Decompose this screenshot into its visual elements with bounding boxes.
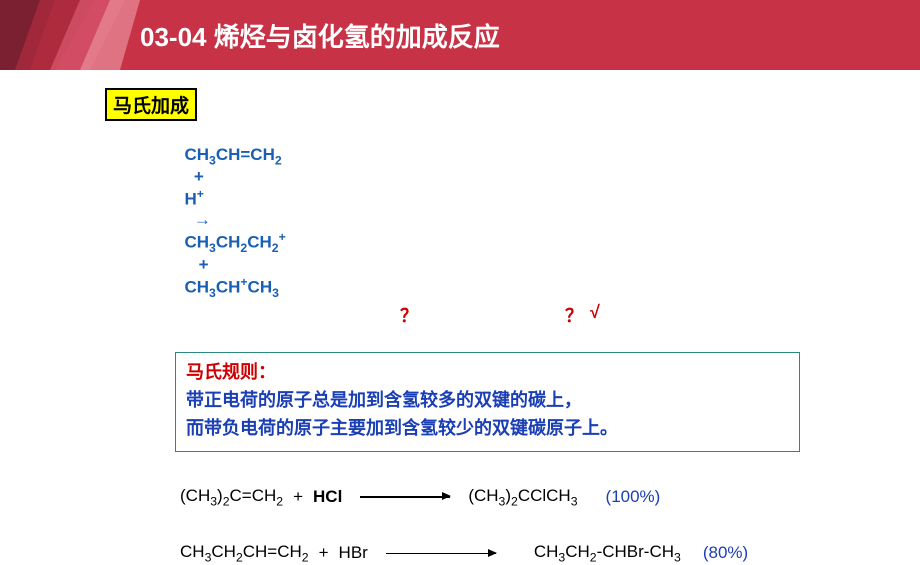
question-mark-2: ？ xyxy=(565,302,583,328)
eq2-hcl: HCl xyxy=(313,487,342,507)
question-mark-1: ？ xyxy=(400,302,418,328)
check-mark: √ xyxy=(590,302,600,323)
eq3-plus: + xyxy=(319,543,329,563)
eq3-rhs: CH3CH2-CHBr-CH3 xyxy=(534,542,681,564)
subtitle-badge: 马氏加成 xyxy=(105,88,197,121)
eq1-plus2: + xyxy=(184,255,222,275)
eq1-reactant1: CH3CH=CH2 xyxy=(184,145,281,167)
equation-1: CH3CH=CH2 + H+ → CH3CH2CH2+ + CH3CH+CH3 xyxy=(175,125,920,300)
eq2-lhs: (CH3)2C=CH2 xyxy=(180,486,283,508)
question-marks-row: ？ ？ √ xyxy=(175,302,920,324)
eq1-arrow: → xyxy=(184,210,220,230)
eq2-yield: (100%) xyxy=(606,487,661,507)
slide-title: 03-04 烯烃与卤化氢的加成反应 xyxy=(140,17,500,54)
rule-line1: 带正电荷的原子总是加到含氢较多的双键的碳上， xyxy=(186,390,582,410)
eq1-reactant2: H+ xyxy=(184,187,203,210)
slide-header: 03-04 烯烃与卤化氢的加成反应 xyxy=(0,0,920,70)
eq3-lhs: CH3CH2CH=CH2 xyxy=(180,542,309,564)
eq2-rhs: (CH3)2CClCH3 xyxy=(468,486,577,508)
equation-2: (CH3)2C=CH2 + HCl (CH3)2CClCH3 (100%) xyxy=(180,486,920,508)
eq1-plus1: + xyxy=(184,167,213,187)
rule-title: 马氏规则： xyxy=(186,362,276,382)
header-decoration xyxy=(0,0,140,70)
eq1-product1: CH3CH2CH2+ xyxy=(184,230,285,255)
subtitle-container: 马氏加成 xyxy=(105,88,920,121)
equation-3: CH3CH2CH=CH2 + HBr CH3CH2-CHBr-CH3 (80%) xyxy=(180,542,920,564)
arrow-icon xyxy=(360,496,450,497)
eq3-hbr: HBr xyxy=(339,543,368,563)
rule-line2: 而带负电荷的原子主要加到含氢较少的双键碳原子上。 xyxy=(186,415,789,443)
eq1-product2: CH3CH+CH3 xyxy=(184,275,278,300)
eq3-yield: (80%) xyxy=(703,543,748,563)
rule-box: 马氏规则： 带正电荷的原子总是加到含氢较多的双键的碳上， 而带负电荷的原子主要加… xyxy=(175,352,800,452)
eq2-plus: + xyxy=(293,487,303,507)
arrow-icon xyxy=(386,553,496,554)
